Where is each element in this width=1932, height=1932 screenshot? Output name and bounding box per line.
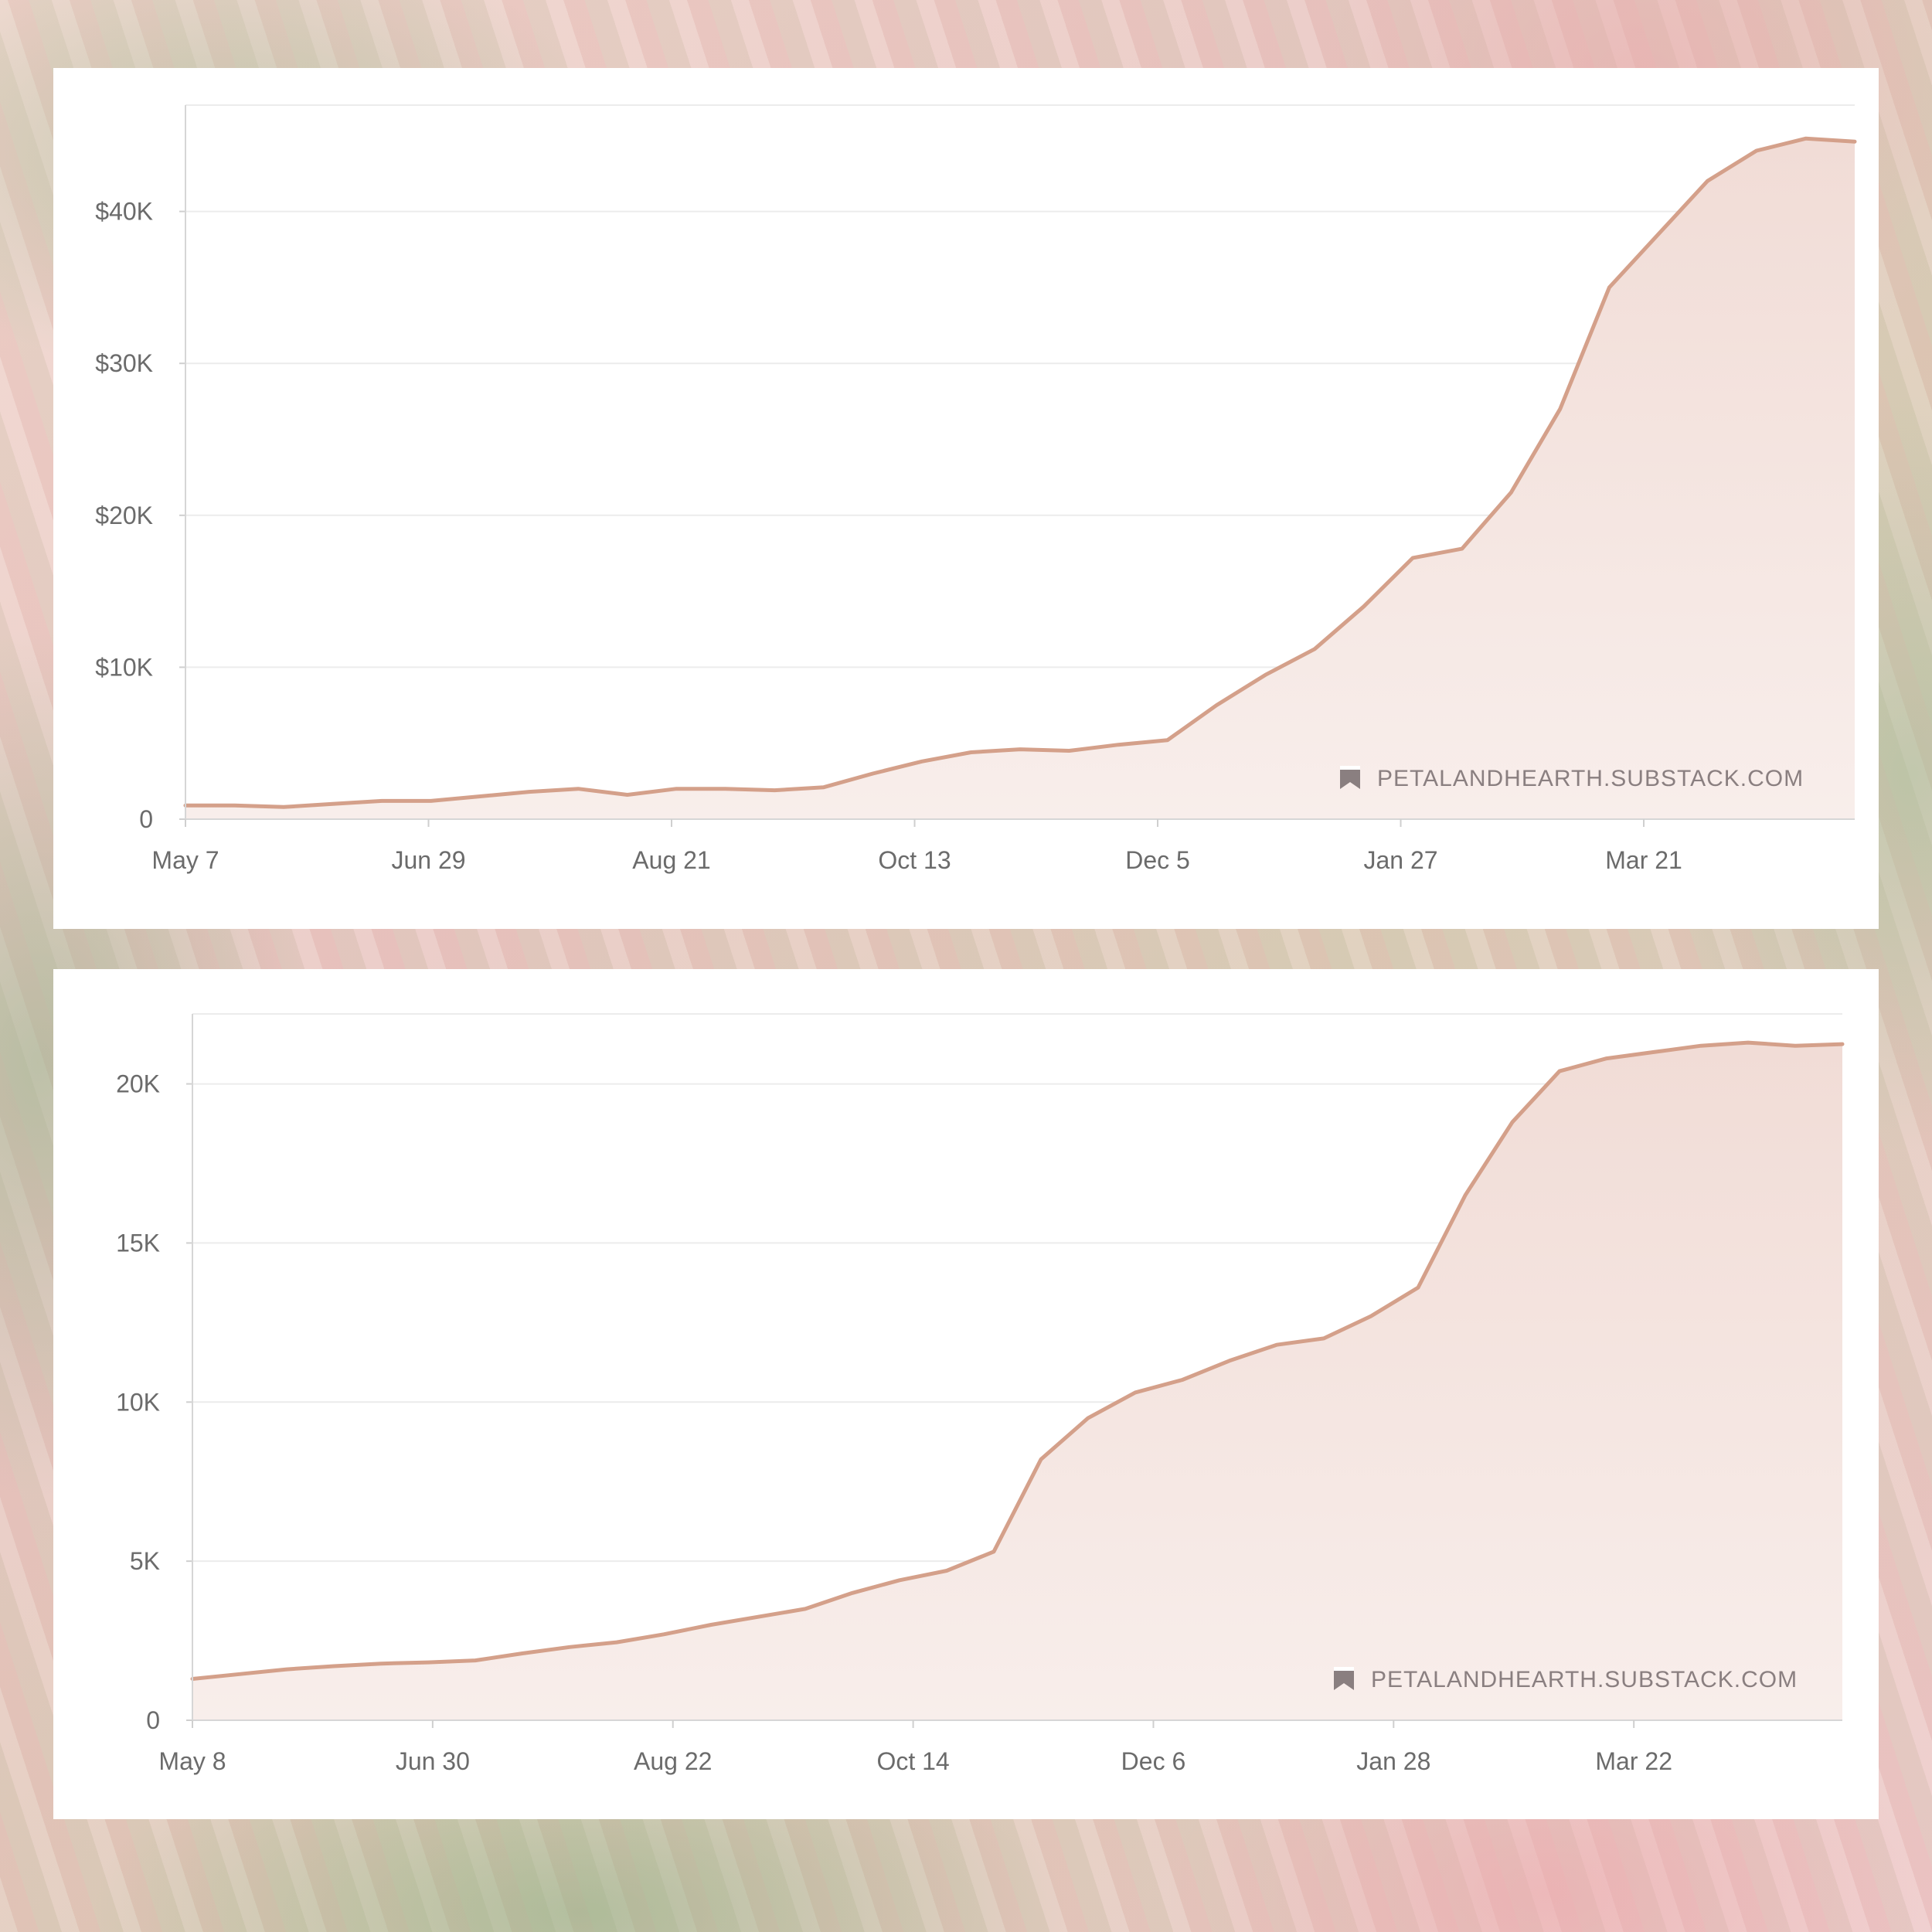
watermark-text: PETALANDHEARTH.SUBSTACK.COM xyxy=(1371,1667,1798,1692)
series-area xyxy=(185,138,1855,820)
x-tick-label: Jan 27 xyxy=(1363,846,1437,874)
y-tick-label: 5K xyxy=(130,1547,160,1575)
watermark: PETALANDHEARTH.SUBSTACK.COM xyxy=(1340,766,1804,791)
y-tick-label: 0 xyxy=(146,1706,160,1734)
x-tick-label: Aug 22 xyxy=(634,1747,712,1775)
x-tick-label: Oct 14 xyxy=(876,1747,949,1775)
series-line xyxy=(190,1040,1845,1681)
subscribers-chart: 0 5K 10K 15K 20K May 8 Jun 30 Aug 22 Oct 14 Dec 6… xyxy=(116,1013,1845,1775)
series-line xyxy=(183,136,1857,809)
x-tick-label: Jan 28 xyxy=(1356,1747,1430,1775)
y-tick-label: $10K xyxy=(95,653,153,681)
x-tick-label: Jun 30 xyxy=(396,1747,470,1775)
watermark-text: PETALANDHEARTH.SUBSTACK.COM xyxy=(1377,766,1804,791)
x-tick-label: Oct 13 xyxy=(878,846,951,874)
y-tick-label: $40K xyxy=(95,198,153,226)
y-tick-label: 15K xyxy=(116,1229,160,1257)
series-area xyxy=(192,1043,1842,1720)
y-tick-label: $20K xyxy=(95,502,153,529)
y-tick-label: 0 xyxy=(139,805,153,833)
watermark: PETALANDHEARTH.SUBSTACK.COM xyxy=(1334,1667,1798,1692)
bookmark-icon xyxy=(1334,1667,1354,1690)
y-tick-label: $30K xyxy=(95,349,153,377)
y-tick-label: 20K xyxy=(116,1070,160,1098)
revenue-chart: 0 $10K $20K $30K $40K May 7 Jun 29 Aug 21 Oct 13… xyxy=(95,104,1857,874)
x-tick-label: Mar 21 xyxy=(1605,846,1682,874)
bookmark-icon xyxy=(1340,766,1360,789)
chart-panel-bottom: 0 5K 10K 15K 20K May 8 Jun 30 Aug 22 Oct 14 Dec 6… xyxy=(53,969,1879,1819)
bookmark-icon-band xyxy=(1334,1667,1354,1671)
x-tick-label: Jun 29 xyxy=(391,846,465,874)
x-tick-label: Mar 22 xyxy=(1595,1747,1672,1775)
y-tick-label: 10K xyxy=(116,1388,160,1416)
chart-panel-top: 0 $10K $20K $30K $40K May 7 Jun 29 Aug 21 Oct 13… xyxy=(53,68,1879,929)
x-tick-label: May 8 xyxy=(158,1747,226,1775)
x-tick-label: Dec 5 xyxy=(1125,846,1190,874)
x-tick-label: Dec 6 xyxy=(1121,1747,1186,1775)
bookmark-icon-band xyxy=(1340,766,1360,770)
x-tick-label: Aug 21 xyxy=(632,846,710,874)
x-tick-label: May 7 xyxy=(151,846,219,874)
